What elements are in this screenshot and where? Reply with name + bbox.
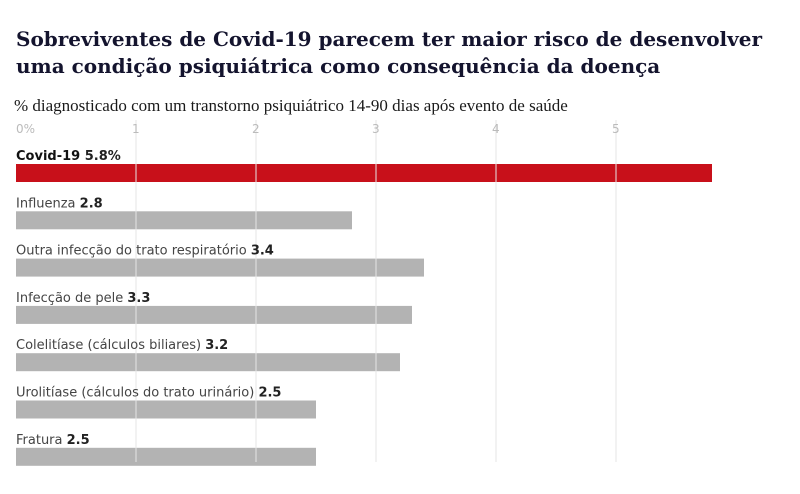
bar-1 — [16, 164, 712, 182]
category-label: Colelitíase (cálculos biliares) 3.2 — [16, 338, 228, 353]
x-tick-label: 1 — [132, 122, 140, 136]
chart-title: Sobreviventes de Covid-19 parecem ter ma… — [16, 27, 763, 78]
category-name: Colelitíase (cálculos biliares) — [16, 338, 205, 353]
category-label: Infecção de pele 3.3 — [16, 291, 150, 306]
category-name: Influenza — [16, 196, 80, 211]
x-tick-label: 0% — [16, 122, 35, 136]
x-tick-label: 4 — [492, 122, 500, 136]
value-label: 3.2 — [205, 338, 228, 353]
bar-3 — [16, 258, 424, 277]
category-name: Fratura — [16, 433, 67, 448]
category-name: Covid-19 — [16, 149, 85, 164]
category-label: Outra infecção do trato respiratório 3.4 — [16, 244, 274, 259]
category-label: Covid-19 5.8% — [16, 149, 121, 164]
bar-7 — [16, 447, 316, 466]
category-name: Infecção de pele — [16, 291, 127, 306]
bar-4 — [16, 305, 412, 324]
value-label: 2.5 — [258, 386, 281, 401]
category-label: Influenza 2.8 — [16, 196, 103, 211]
chart-subtitle: % diagnosticado com um transtorno psiqui… — [14, 96, 568, 115]
value-label: 2.8 — [80, 196, 103, 211]
bar-5 — [16, 353, 400, 372]
bar-2 — [16, 211, 352, 230]
category-name: Urolitíase (cálculos do trato urinário) — [16, 386, 258, 401]
value-label: 2.5 — [67, 433, 90, 448]
value-label: 5.8% — [85, 149, 121, 164]
x-tick-label: 2 — [252, 122, 260, 136]
value-label: 3.4 — [251, 244, 274, 259]
bar-6 — [16, 400, 316, 419]
x-tick-label: 5 — [612, 122, 620, 136]
category-label: Fratura 2.5 — [16, 433, 90, 448]
x-tick-label: 3 — [372, 122, 380, 136]
value-label: 3.3 — [127, 291, 150, 306]
category-name: Outra infecção do trato respiratório — [16, 244, 251, 259]
category-label: Urolitíase (cálculos do trato urinário) … — [16, 386, 281, 401]
